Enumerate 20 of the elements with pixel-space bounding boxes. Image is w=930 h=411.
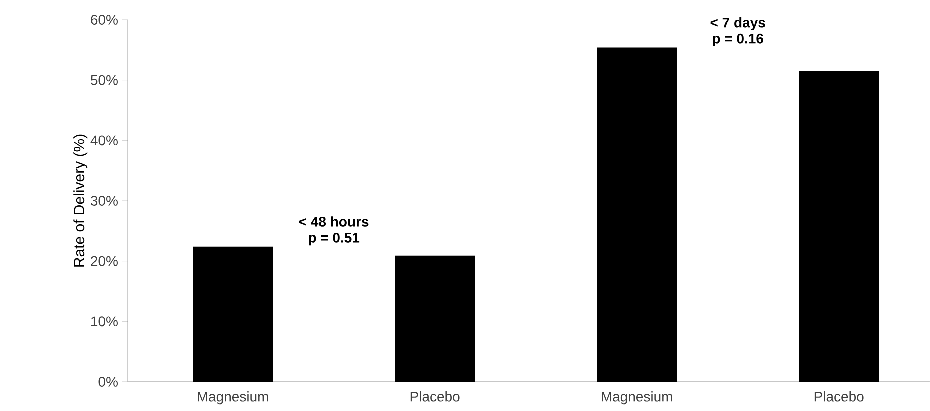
annotation: < 7 days (710, 17, 766, 31)
annotation: < 48 hours (299, 216, 369, 227)
y-tick-label: 20% (91, 256, 118, 266)
y-tick-label: 40% (90, 136, 118, 146)
bar (395, 256, 476, 382)
y-tick-label: 50% (91, 75, 118, 86)
y-tick-label: 30% (90, 196, 118, 206)
bar (193, 246, 274, 382)
x-tick-label: Placebo (814, 392, 864, 402)
x-tick-label: Magnesium (602, 392, 672, 405)
annotation: p = 0.51 (309, 232, 360, 246)
annotation: p = 0.16 (713, 34, 764, 47)
x-tick-label: Magnesium (198, 392, 268, 405)
bar (799, 71, 880, 382)
bar (597, 48, 678, 382)
y-tick-label: 10% (92, 316, 118, 327)
y-axis-title: Rate of Delivery (%) (74, 134, 88, 267)
y-tick-label: 0% (98, 377, 118, 387)
y-tick-label: 60% (91, 15, 118, 25)
x-tick-label: Placebo (410, 392, 460, 402)
